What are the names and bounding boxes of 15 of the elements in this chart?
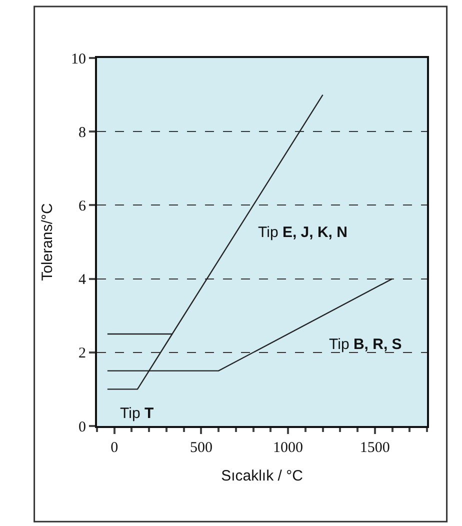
series-label: Tip E, J, K, N (258, 224, 348, 241)
x-tick-label: 0 (110, 440, 118, 456)
x-tick-label: 1500 (360, 440, 390, 456)
y-tick-label: 6 (78, 198, 86, 214)
y-axis-title: Tolerans/°C (38, 202, 56, 281)
y-tick-label: 2 (78, 346, 86, 362)
series-label: Tip B, R, S (329, 336, 402, 353)
y-tick-label: 4 (78, 272, 86, 288)
y-tick-label: 8 (78, 124, 86, 141)
x-tick-label: 1000 (273, 440, 304, 456)
x-tick-label: 500 (190, 440, 212, 456)
series-label: Tip T (120, 405, 154, 422)
y-tick-label: 10 (71, 51, 86, 68)
y-tick-label: 0 (78, 419, 86, 436)
x-axis-title: Sıcaklık / °C (221, 468, 304, 484)
